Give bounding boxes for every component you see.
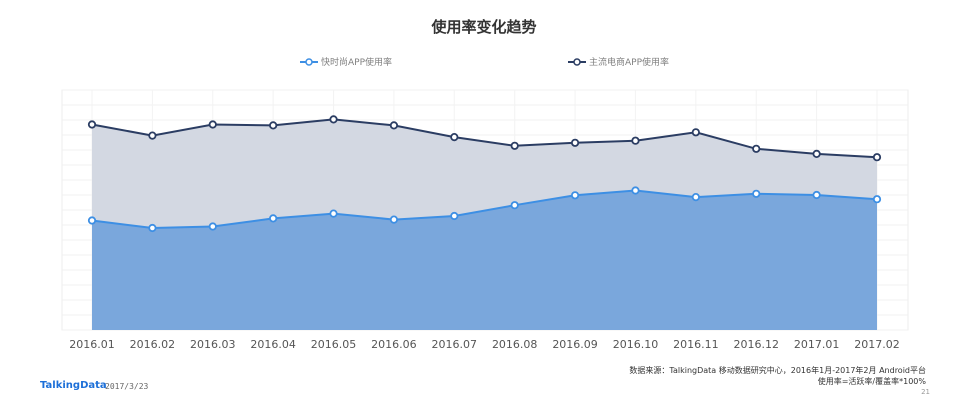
data-point xyxy=(148,223,157,233)
data-point xyxy=(329,209,338,218)
x-tick-label: 2017.02 xyxy=(854,338,900,351)
data-point xyxy=(269,214,278,223)
page-number: 21 xyxy=(921,388,930,396)
data-point xyxy=(691,193,700,202)
chart-title: 使用率变化趋势 xyxy=(431,18,537,36)
source-line-2: 使用率=活跃率/覆盖率*100% xyxy=(817,377,926,386)
data-point xyxy=(87,216,97,225)
x-tick-label: 2016.10 xyxy=(613,338,659,351)
series-line-2 xyxy=(91,118,878,159)
brand-logo: TalkingData xyxy=(40,380,107,391)
data-point xyxy=(389,121,399,130)
data-point xyxy=(329,115,338,124)
legend-label: 主流电商APP使用率 xyxy=(589,58,670,68)
source-line-1: 数据来源：TalkingData 移动数据研究中心，2016年1月-2017年2… xyxy=(629,366,926,375)
data-point xyxy=(510,141,519,150)
x-tick-label: 2016.07 xyxy=(432,338,478,351)
x-tick-label: 2016.05 xyxy=(311,338,357,351)
data-point xyxy=(631,186,640,195)
x-tick-label: 2016.01 xyxy=(69,338,115,351)
x-tick-label: 2016.11 xyxy=(673,338,719,351)
data-point xyxy=(450,211,459,221)
data-point xyxy=(691,128,700,137)
legend-marker-icon xyxy=(300,57,318,66)
data-point xyxy=(208,222,217,231)
data-point xyxy=(450,133,459,142)
x-tick-label: 2016.02 xyxy=(130,338,176,351)
data-point xyxy=(631,136,640,145)
data-point xyxy=(148,131,157,140)
data-point xyxy=(872,195,882,204)
x-tick-label: 2016.09 xyxy=(552,338,598,351)
data-point xyxy=(752,144,761,153)
data-source-note: 数据来源：TalkingData 移动数据研究中心，2016年1月-2017年2… xyxy=(629,365,926,387)
data-point xyxy=(389,215,399,224)
x-tick-label: 2016.03 xyxy=(190,338,236,351)
x-tick-label: 2016.12 xyxy=(733,338,779,351)
data-point xyxy=(872,153,882,162)
x-tick-label: 2016.06 xyxy=(371,338,417,351)
report-date: 2017/3/23 xyxy=(105,382,149,391)
data-point xyxy=(812,149,821,158)
legend-item-series-1: 快时尚APP使用率 xyxy=(300,55,392,68)
legend-marker-icon xyxy=(568,57,586,66)
x-tick-label: 2017.01 xyxy=(794,338,840,351)
area-fill-series-1 xyxy=(92,190,877,330)
data-point xyxy=(87,120,97,129)
data-point xyxy=(269,121,278,130)
data-point xyxy=(208,120,217,129)
data-point xyxy=(570,191,580,200)
data-point xyxy=(510,201,519,210)
legend-label: 快时尚APP使用率 xyxy=(321,58,393,68)
legend-item-series-2: 主流电商APP使用率 xyxy=(568,55,669,68)
data-point xyxy=(570,138,580,147)
series-line-1 xyxy=(91,189,878,230)
data-point xyxy=(812,190,821,200)
x-tick-label: 2016.04 xyxy=(250,338,296,351)
data-point xyxy=(752,189,761,198)
x-tick-label: 2016.08 xyxy=(492,338,538,351)
